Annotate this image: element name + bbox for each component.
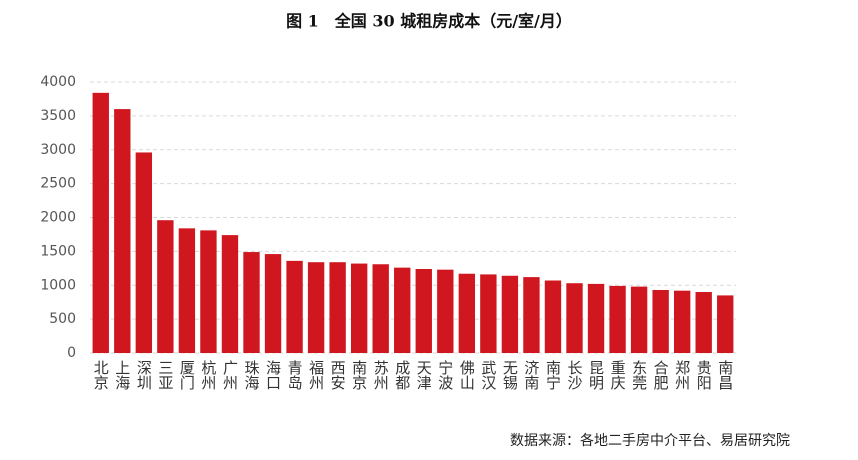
bar — [372, 264, 389, 353]
bar — [609, 285, 626, 353]
x-tick-label: 厦门 — [178, 360, 196, 391]
x-tick-label: 西安 — [329, 360, 347, 390]
x-tick-label: 深圳 — [135, 360, 153, 390]
x-tick-label: 苏州 — [372, 360, 390, 390]
bar — [221, 235, 239, 353]
bar — [394, 267, 411, 353]
x-tick-label: 南昌 — [716, 360, 734, 390]
bar — [178, 228, 196, 353]
chart-title: 图 1 全国 30 城租房成本（元/室/月） — [286, 12, 572, 31]
x-tick-label: 广州 — [221, 360, 239, 390]
x-tick-label: 贵阳 — [695, 360, 713, 390]
bar — [114, 109, 131, 353]
y-tick-label: 0 — [67, 345, 76, 361]
source-note: 数据来源：各地二手房中介平台、易居研究院 — [510, 433, 790, 449]
bar — [458, 273, 476, 353]
x-tick-label: 海口 — [264, 360, 282, 390]
bar — [307, 262, 325, 353]
y-tick-label: 2000 — [40, 210, 76, 226]
bar — [92, 92, 109, 353]
x-tick-label: 成都 — [393, 360, 411, 390]
x-tick-label: 济南 — [522, 360, 540, 390]
x-tick-label: 昆明 — [587, 360, 605, 391]
bar — [329, 262, 346, 353]
bar — [437, 269, 454, 353]
x-tick-label: 南宁 — [544, 360, 562, 390]
x-tick-label: 珠海 — [243, 360, 261, 390]
x-tick-label: 无锡 — [501, 360, 519, 390]
bar — [135, 152, 153, 353]
bar — [415, 268, 432, 353]
x-tick-label: 长沙 — [566, 360, 584, 390]
y-tick-label: 2500 — [40, 176, 76, 192]
bar — [544, 280, 562, 353]
x-tick-label: 杭州 — [199, 360, 217, 390]
x-tick-label: 天津 — [415, 360, 433, 390]
x-tick-label: 武汉 — [479, 360, 497, 390]
bar — [264, 254, 282, 353]
x-tick-label: 合肥 — [652, 360, 670, 391]
bar — [523, 277, 540, 353]
bar — [717, 295, 734, 353]
bar — [695, 292, 712, 353]
x-tick-label: 三亚 — [156, 360, 174, 390]
bar — [200, 230, 217, 353]
x-tick-label: 福州 — [307, 360, 325, 390]
bar — [286, 260, 303, 353]
bar — [350, 263, 368, 353]
bar — [652, 289, 669, 353]
x-tick-label: 南京 — [350, 360, 368, 391]
y-tick-label: 1000 — [40, 277, 76, 293]
y-tick-label: 3500 — [40, 108, 76, 124]
bar — [480, 274, 497, 353]
y-tick-label: 500 — [49, 311, 76, 327]
bar — [157, 220, 174, 353]
x-tick-label: 佛山 — [458, 360, 476, 390]
bar — [673, 290, 691, 353]
y-tick-label: 4000 — [40, 74, 76, 90]
bar — [566, 283, 583, 353]
bar — [587, 283, 605, 353]
x-tick-label: 重庆 — [609, 360, 627, 390]
x-tick-label: 上海 — [113, 360, 131, 390]
y-tick-label: 3000 — [40, 142, 76, 158]
x-tick-label: 青岛 — [286, 360, 304, 390]
bar — [243, 252, 260, 353]
bar — [630, 286, 648, 353]
bar — [501, 275, 519, 353]
x-tick-label: 东莞 — [630, 360, 648, 391]
y-tick-label: 1500 — [40, 243, 76, 259]
x-tick-label: 北京 — [92, 360, 110, 391]
x-tick-label: 宁波 — [436, 360, 454, 390]
x-tick-label: 郑州 — [673, 360, 691, 390]
